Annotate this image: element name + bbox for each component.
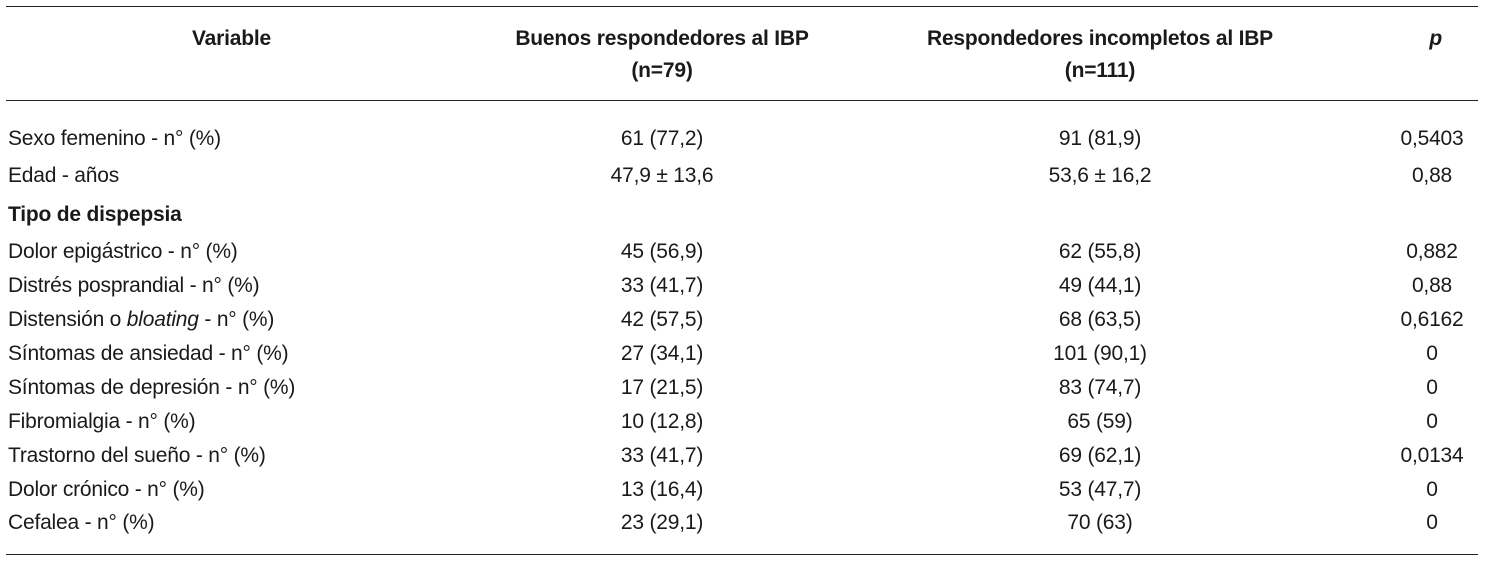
cell-p-value-text: 0 xyxy=(1426,341,1438,365)
header-good-responders-n: (n=79) xyxy=(631,59,693,82)
table-header: Variable Buenos respondedores al IBP (n=… xyxy=(6,6,1478,101)
cell-incomplete-responders xyxy=(850,196,1350,235)
cell-p-value-text: 0 xyxy=(1426,375,1438,399)
cell-p-value: 0,5403 xyxy=(1350,101,1478,157)
table-row: Dolor crónico - n° (%) 13 (16,4) 53 (47,… xyxy=(6,473,1478,507)
cell-p-value-text: 0,6162 xyxy=(1400,307,1464,331)
header-p-value: p xyxy=(1350,6,1478,101)
cell-p-value-text: 0,88 xyxy=(1411,164,1453,187)
cell-good-responders: 23 (29,1) xyxy=(620,511,704,535)
header-good-responders: Buenos respondedores al IBP (n=79) xyxy=(474,6,850,101)
cell-good-responders xyxy=(474,196,850,235)
header-variable: Variable xyxy=(6,6,474,101)
cell-p-value-text: 0 xyxy=(1426,409,1438,433)
cell-variable: Sexo femenino - n° (%) xyxy=(8,127,221,151)
cell-p-value: 0 xyxy=(1350,473,1478,507)
cell-p-value: 0 xyxy=(1350,405,1478,439)
cell-incomplete-responders: 49 (44,1) xyxy=(1058,273,1142,297)
cell-p-value-text: 0 xyxy=(1426,511,1438,535)
cell-variable: Fibromialgia - n° (%) xyxy=(8,409,196,433)
cell-good-responders: 27 (34,1) xyxy=(620,341,704,365)
cell-incomplete-responders: 68 (63,5) xyxy=(1058,307,1142,331)
cell-good-responders: 45 (56,9) xyxy=(620,239,704,263)
cell-variable: Cefalea - n° (%) xyxy=(8,511,155,535)
cell-good-responders: 13 (16,4) xyxy=(620,477,704,501)
cell-p-value-text: 0,5403 xyxy=(1400,127,1464,151)
table-row: Trastorno del sueño - n° (%) 33 (41,7) 6… xyxy=(6,439,1478,473)
cell-p-value: 0,6162 xyxy=(1350,303,1478,337)
table-row: Síntomas de ansiedad - n° (%) 27 (34,1) … xyxy=(6,337,1478,371)
header-incomplete-responders-title: Respondedores incompletos al IBP xyxy=(926,27,1273,50)
cell-variable: Dolor crónico - n° (%) xyxy=(8,477,205,501)
cell-variable: Síntomas de ansiedad - n° (%) xyxy=(8,341,289,365)
cell-incomplete-responders: 65 (59) xyxy=(1067,409,1133,433)
cell-variable: Distrés posprandial - n° (%) xyxy=(8,273,260,297)
table-row: Dolor epigástrico - n° (%) 45 (56,9) 62 … xyxy=(6,235,1478,269)
cell-variable: Síntomas de depresión - n° (%) xyxy=(8,375,296,399)
cell-p-value: 0,882 xyxy=(1350,235,1478,269)
cell-variable-italic: bloating xyxy=(126,307,199,331)
cell-good-responders: 33 (41,7) xyxy=(620,273,704,297)
cell-incomplete-responders: 101 (90,1) xyxy=(1053,341,1147,365)
cell-variable: Edad - años xyxy=(8,164,120,187)
cell-incomplete-responders: 91 (81,9) xyxy=(1058,127,1142,151)
cell-good-responders: 61 (77,2) xyxy=(620,127,704,151)
cell-p-value: 0,88 xyxy=(1350,157,1478,196)
table-row: Síntomas de depresión - n° (%) 17 (21,5)… xyxy=(6,371,1478,405)
table-row: Fibromialgia - n° (%) 10 (12,8) 65 (59) … xyxy=(6,405,1478,439)
cell-incomplete-responders: 83 (74,7) xyxy=(1058,375,1142,399)
cell-variable: Trastorno del sueño - n° (%) xyxy=(8,443,266,467)
cell-p-value-text: 0,882 xyxy=(1406,239,1458,263)
cell-variable: Dolor epigástrico - n° (%) xyxy=(8,239,238,263)
cell-p-value: 0 xyxy=(1350,507,1478,555)
section-row: Tipo de dispepsia xyxy=(6,196,1478,235)
cell-p-value-text: 0,0134 xyxy=(1400,443,1464,467)
table-row: Edad - años 47,9 ± 13,6 53,6 ± 16,2 0,88 xyxy=(6,157,1478,196)
table-row: Distensión o bloating - n° (%) 42 (57,5)… xyxy=(6,303,1478,337)
cell-good-responders: 10 (12,8) xyxy=(620,409,704,433)
cell-p-value: 0,88 xyxy=(1350,269,1478,303)
cell-incomplete-responders: 62 (55,8) xyxy=(1058,239,1142,263)
table-body: Sexo femenino - n° (%) 61 (77,2) 91 (81,… xyxy=(6,101,1478,555)
cell-incomplete-responders: 53,6 ± 16,2 xyxy=(1048,164,1152,187)
comparison-table-container: Variable Buenos respondedores al IBP (n=… xyxy=(6,6,1478,555)
table-row: Cefalea - n° (%) 23 (29,1) 70 (63) 0 xyxy=(6,507,1478,555)
comparison-table: Variable Buenos respondedores al IBP (n=… xyxy=(6,6,1478,555)
header-incomplete-responders-n: (n=111) xyxy=(1064,59,1136,82)
cell-good-responders: 17 (21,5) xyxy=(620,375,704,399)
cell-p-value-text: 0,88 xyxy=(1411,273,1453,297)
cell-incomplete-responders: 53 (47,7) xyxy=(1058,477,1142,501)
cell-variable: Distensión o bloating - n° (%) xyxy=(6,303,474,337)
header-incomplete-responders: Respondedores incompletos al IBP (n=111) xyxy=(850,6,1350,101)
cell-p-value: 0,0134 xyxy=(1350,439,1478,473)
header-row: Variable Buenos respondedores al IBP (n=… xyxy=(6,6,1478,101)
cell-variable-suffix: - n° (%) xyxy=(198,307,275,331)
cell-incomplete-responders: 70 (63) xyxy=(1067,511,1133,535)
cell-good-responders: 33 (41,7) xyxy=(620,443,704,467)
cell-p-value-text: 0 xyxy=(1426,477,1438,501)
cell-incomplete-responders: 69 (62,1) xyxy=(1058,443,1142,467)
table-row: Distrés posprandial - n° (%) 33 (41,7) 4… xyxy=(6,269,1478,303)
cell-p-value: 0 xyxy=(1350,371,1478,405)
cell-variable-prefix: Distensión o xyxy=(8,307,127,331)
cell-p-value xyxy=(1350,196,1478,235)
section-heading-dyspepsia-type: Tipo de dispepsia xyxy=(8,203,182,226)
table-row: Sexo femenino - n° (%) 61 (77,2) 91 (81,… xyxy=(6,101,1478,157)
header-good-responders-title: Buenos respondedores al IBP xyxy=(515,27,809,50)
cell-good-responders: 42 (57,5) xyxy=(620,307,704,331)
cell-p-value: 0 xyxy=(1350,337,1478,371)
cell-good-responders: 47,9 ± 13,6 xyxy=(610,164,714,187)
